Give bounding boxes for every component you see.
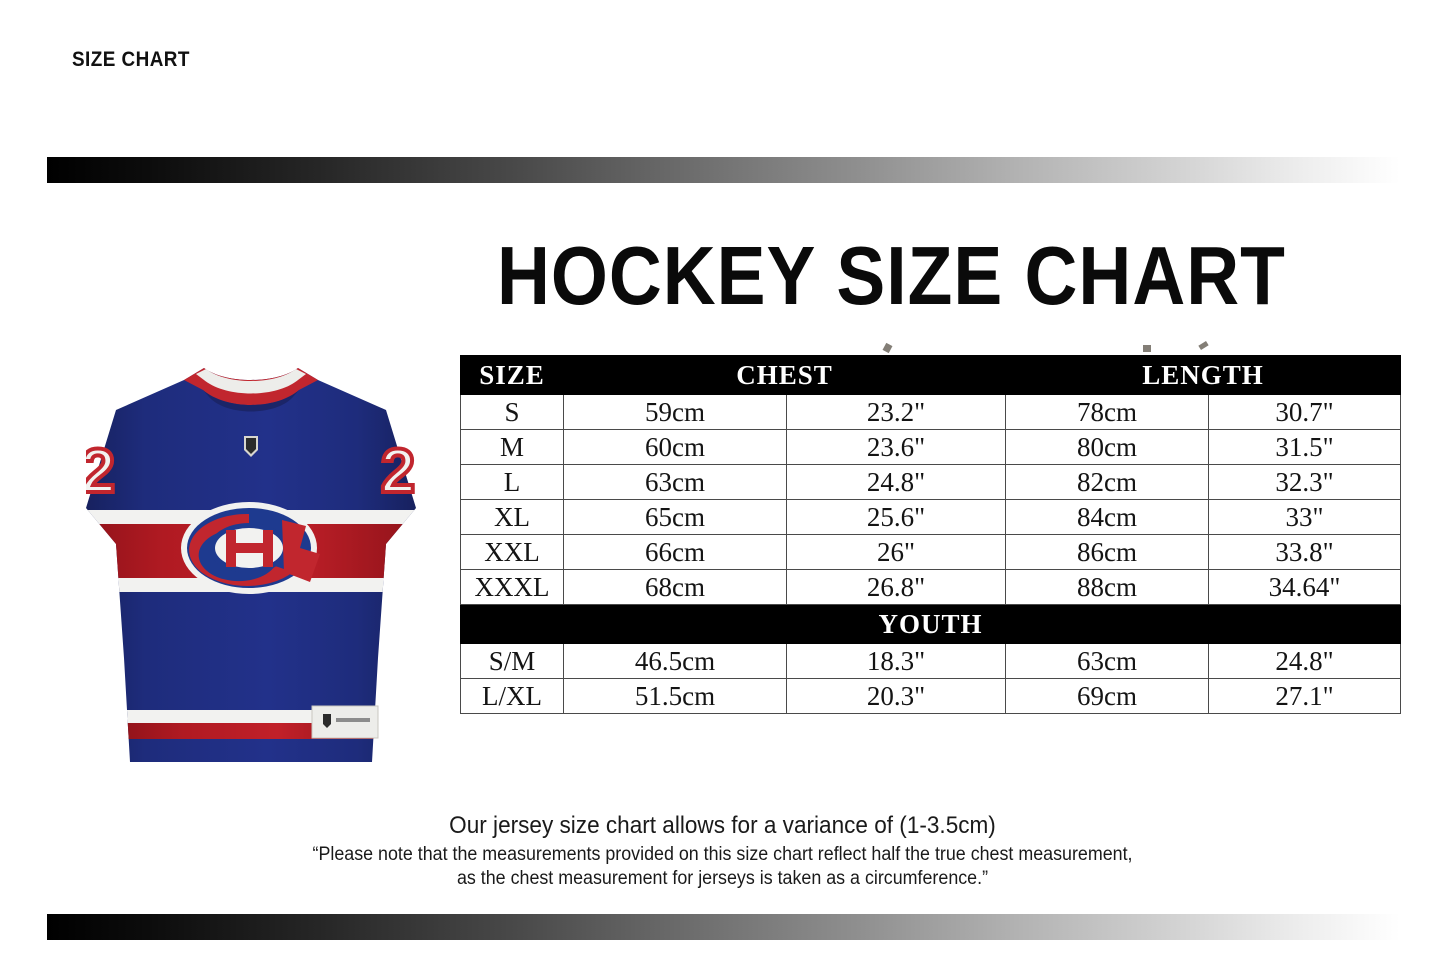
cell-chest-in: 23.6" [785, 429, 1007, 465]
cell-length-in: 31.5" [1208, 429, 1402, 465]
svg-text:2: 2 [381, 437, 415, 506]
cell-chest-in: 23.2" [785, 394, 1007, 430]
cell-chest-in: 25.6" [785, 499, 1007, 535]
cell-chest-cm: 63cm [563, 464, 787, 500]
cell-length-cm: 88cm [1005, 569, 1210, 605]
cell-chest-cm: 46.5cm [563, 643, 787, 679]
hem-brand-tag [311, 705, 379, 739]
adult-rows-body: S 59cm 23.2" 78cm 30.7" M 60cm 23.6" 80c… [459, 394, 1402, 714]
cell-chest-in: 26" [785, 534, 1007, 570]
team-logo [181, 502, 320, 594]
cell-length-cm: 63cm [1005, 643, 1210, 679]
table-row: L 63cm 24.8" 82cm 32.3" [460, 464, 1402, 500]
table-row: S/M 46.5cm 18.3" 63cm 24.8" [460, 643, 1402, 679]
disclaimer-note: “Please note that the measurements provi… [43, 843, 1401, 891]
youth-band-label: YOUTH [459, 604, 1402, 644]
cell-size: L [460, 464, 564, 500]
cell-size: M [460, 429, 564, 465]
header-length: LENGTH [1005, 355, 1402, 395]
cell-length-in: 33.8" [1208, 534, 1402, 570]
cell-chest-cm: 65cm [563, 499, 787, 535]
corner-label: SIZE CHART [72, 48, 190, 71]
svg-text:2: 2 [86, 437, 115, 506]
nhl-shield-icon [244, 436, 258, 457]
cell-size: S/M [460, 643, 564, 679]
disclaimer-line-2: as the chest measurement for jerseys is … [456, 868, 989, 889]
header-size: SIZE [460, 355, 564, 395]
table-row: XXXL 68cm 26.8" 88cm 34.64" [460, 569, 1402, 605]
cell-size: XXL [460, 534, 564, 570]
cell-length-in: 27.1" [1208, 678, 1402, 714]
youth-section-band: YOUTH [459, 604, 1402, 644]
scan-artifact [882, 342, 893, 354]
cell-length-cm: 86cm [1005, 534, 1210, 570]
cell-chest-cm: 60cm [563, 429, 787, 465]
cell-chest-cm: 66cm [563, 534, 787, 570]
cell-length-cm: 82cm [1005, 464, 1210, 500]
cell-chest-in: 18.3" [785, 643, 1007, 679]
cell-chest-cm: 59cm [563, 394, 787, 430]
disclaimer-line-1: “Please note that the measurements provi… [312, 844, 1133, 865]
jersey-illustration: 2 2 [86, 368, 416, 762]
cell-chest-cm: 68cm [563, 569, 787, 605]
cell-length-cm: 84cm [1005, 499, 1210, 535]
page-title: HOCKEY SIZE CHART [497, 229, 1286, 323]
cell-length-cm: 80cm [1005, 429, 1210, 465]
cell-size: L/XL [460, 678, 564, 714]
gradient-divider-top [47, 157, 1400, 183]
table-header-row: SIZE CHEST LENGTH [460, 355, 1402, 395]
cell-chest-cm: 51.5cm [563, 678, 787, 714]
table-row: S 59cm 23.2" 78cm 30.7" [460, 394, 1402, 430]
scan-artifact [1143, 345, 1151, 352]
header-chest: CHEST [562, 355, 1007, 395]
sleeve-number: 2 2 [86, 435, 416, 508]
cell-size: XXXL [460, 569, 564, 605]
cell-length-in: 30.7" [1208, 394, 1402, 430]
table-row: M 60cm 23.6" 80cm 31.5" [460, 429, 1402, 465]
cell-chest-in: 26.8" [785, 569, 1007, 605]
cell-length-cm: 78cm [1005, 394, 1210, 430]
size-measurement-table: SIZE CHEST LENGTH S 59cm 23.2" 78cm 30.7… [459, 355, 1402, 714]
table-row: L/XL 51.5cm 20.3" 69cm 27.1" [460, 678, 1402, 714]
variance-note: Our jersey size chart allows for a varia… [449, 812, 996, 839]
table-row: XL 65cm 25.6" 84cm 33" [460, 499, 1402, 535]
table-row: XXL 66cm 26" 86cm 33.8" [460, 534, 1402, 570]
cell-length-in: 32.3" [1208, 464, 1402, 500]
cell-length-in: 24.8" [1208, 643, 1402, 679]
cell-size: XL [460, 499, 564, 535]
cell-size: S [460, 394, 564, 430]
cell-chest-in: 20.3" [785, 678, 1007, 714]
scan-artifact [1198, 340, 1209, 351]
sleeve-cuff-stripes [86, 592, 122, 602]
cell-length-in: 34.64" [1208, 569, 1402, 605]
gradient-divider-bottom [47, 914, 1400, 940]
jersey-collar [184, 368, 318, 412]
cell-chest-in: 24.8" [785, 464, 1007, 500]
cell-length-cm: 69cm [1005, 678, 1210, 714]
cell-length-in: 33" [1208, 499, 1402, 535]
jersey-product-image: 2 2 [86, 358, 416, 778]
